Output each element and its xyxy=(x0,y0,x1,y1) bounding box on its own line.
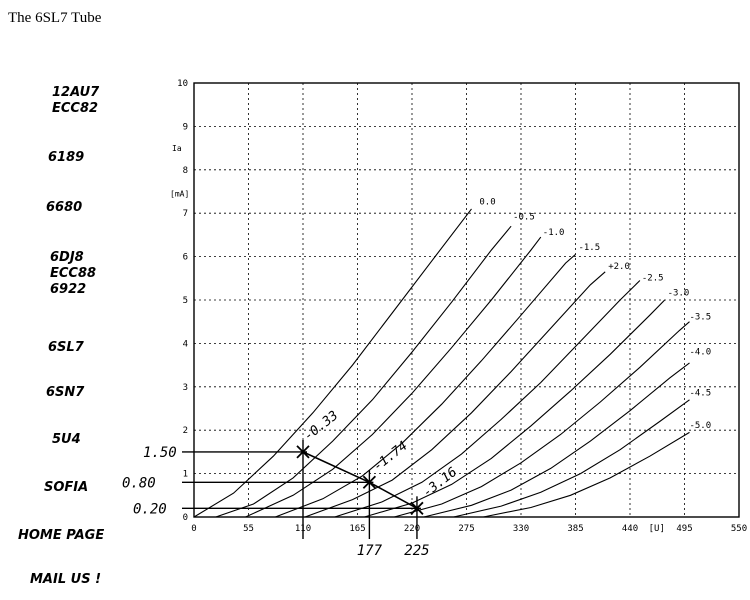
y-tick-label: 6 xyxy=(183,253,188,263)
operating-point-mark xyxy=(410,501,424,515)
y-tick-label: 7 xyxy=(183,209,188,219)
x-tick-label: 330 xyxy=(513,524,529,534)
curve-note: -1.74 xyxy=(371,439,411,475)
nav-6sl7[interactable]: 6SL7 xyxy=(48,340,84,356)
series-curve-7 xyxy=(394,321,690,518)
voltage-label: 225 xyxy=(404,543,429,559)
nav-sofia-label: SOFIA xyxy=(44,480,89,495)
nav-12au7[interactable]: 12AU7 ECC82 xyxy=(52,85,99,117)
series-curve-4 xyxy=(304,271,606,518)
tube-navigation: 12AU7 ECC82 6189 6680 6DJ8 ECC88 6922 6SL7 6SN7 5… xyxy=(0,0,150,600)
x-tick-label: 440 xyxy=(622,524,638,534)
x-tick-label: 550 xyxy=(731,524,747,534)
series-label: -3.5 xyxy=(689,313,711,323)
series-curve-3 xyxy=(275,253,576,518)
operating-point-mark xyxy=(362,475,377,489)
series-curve-5 xyxy=(334,280,641,518)
series-label: +2.0 xyxy=(608,262,630,272)
series-label: 0.0 xyxy=(479,198,495,208)
series-curve-10 xyxy=(483,431,690,518)
series-curve-6 xyxy=(364,299,666,518)
series-curve-0 xyxy=(193,208,472,518)
current-label: 1.50 xyxy=(143,445,177,461)
nav-6680[interactable]: 6680 xyxy=(46,200,82,216)
page-title: The 6SL7 Tube xyxy=(8,10,102,26)
voltage-label: 177 xyxy=(357,543,383,559)
y-tick-label: 9 xyxy=(183,122,188,132)
x-axis-label: [U] xyxy=(649,524,665,534)
nav-home-page-label: HOME PAGE xyxy=(18,528,105,543)
nav-5u4-label: 5U4 xyxy=(52,432,81,447)
x-tick-label: 0 xyxy=(191,524,196,534)
series-label: -1.0 xyxy=(543,228,565,238)
series-label: -4.0 xyxy=(689,347,711,357)
operating-point-mark xyxy=(296,445,310,459)
series-label: -1.5 xyxy=(578,243,600,253)
nav-6189[interactable]: 6189 xyxy=(48,150,84,166)
y-tick-label: 10 xyxy=(177,79,188,89)
y-axis-unit: [mA] xyxy=(170,190,189,199)
x-tick-label: 55 xyxy=(243,524,254,534)
series-label: -3.0 xyxy=(668,289,690,299)
x-tick-label: 385 xyxy=(567,524,583,534)
series-curve-1 xyxy=(215,225,512,518)
series-label: -0.5 xyxy=(513,213,535,223)
series-label: -5.0 xyxy=(689,421,711,431)
nav-12au7-label: ECC82 xyxy=(52,101,99,116)
nav-6sn7-label: 6SN7 xyxy=(46,385,85,400)
series-label: -2.5 xyxy=(642,273,664,283)
nav-sofia[interactable]: SOFIA xyxy=(44,480,88,496)
y-tick-label: 0 xyxy=(183,513,188,523)
x-tick-label: 275 xyxy=(458,524,474,534)
nav-mail-us[interactable]: MAIL US ! xyxy=(30,572,101,588)
x-tick-label: 495 xyxy=(676,524,692,534)
nav-6dj8-label: ECC88 xyxy=(50,266,97,281)
current-label: 0.20 xyxy=(133,501,167,517)
x-tick-label: 165 xyxy=(349,524,365,534)
nav-home-page[interactable]: HOME PAGE xyxy=(18,528,104,544)
nav-6dj8[interactable]: 6DJ8 ECC88 6922 xyxy=(50,250,96,298)
y-tick-label: 1 xyxy=(183,470,188,480)
y-axis-label: Ia xyxy=(172,144,182,153)
series-curve-9 xyxy=(453,399,690,518)
nav-6680-label: 6680 xyxy=(46,200,83,215)
series-label: -4.5 xyxy=(689,388,711,398)
nav-6189-label: 6189 xyxy=(48,150,85,165)
y-tick-label: 2 xyxy=(183,426,188,436)
y-tick-label: 4 xyxy=(183,339,188,349)
series-curve-2 xyxy=(245,236,542,518)
current-label: 0.80 xyxy=(122,475,156,491)
y-tick-label: 3 xyxy=(183,383,188,393)
nav-5u4[interactable]: 5U4 xyxy=(52,432,81,448)
nav-6dj8-label: 6DJ8 xyxy=(50,250,84,265)
nav-mail-us-label: MAIL US ! xyxy=(30,572,102,587)
series-curve-8 xyxy=(423,362,690,518)
x-tick-label: 220 xyxy=(404,524,420,534)
y-tick-label: 8 xyxy=(183,166,188,176)
nav-6sn7[interactable]: 6SN7 xyxy=(46,385,84,401)
y-tick-label: 5 xyxy=(183,296,188,306)
nav-6dj8-label: 6922 xyxy=(50,282,87,297)
nav-12au7-label: 12AU7 xyxy=(52,85,100,100)
nav-6sl7-label: 6SL7 xyxy=(48,340,84,355)
